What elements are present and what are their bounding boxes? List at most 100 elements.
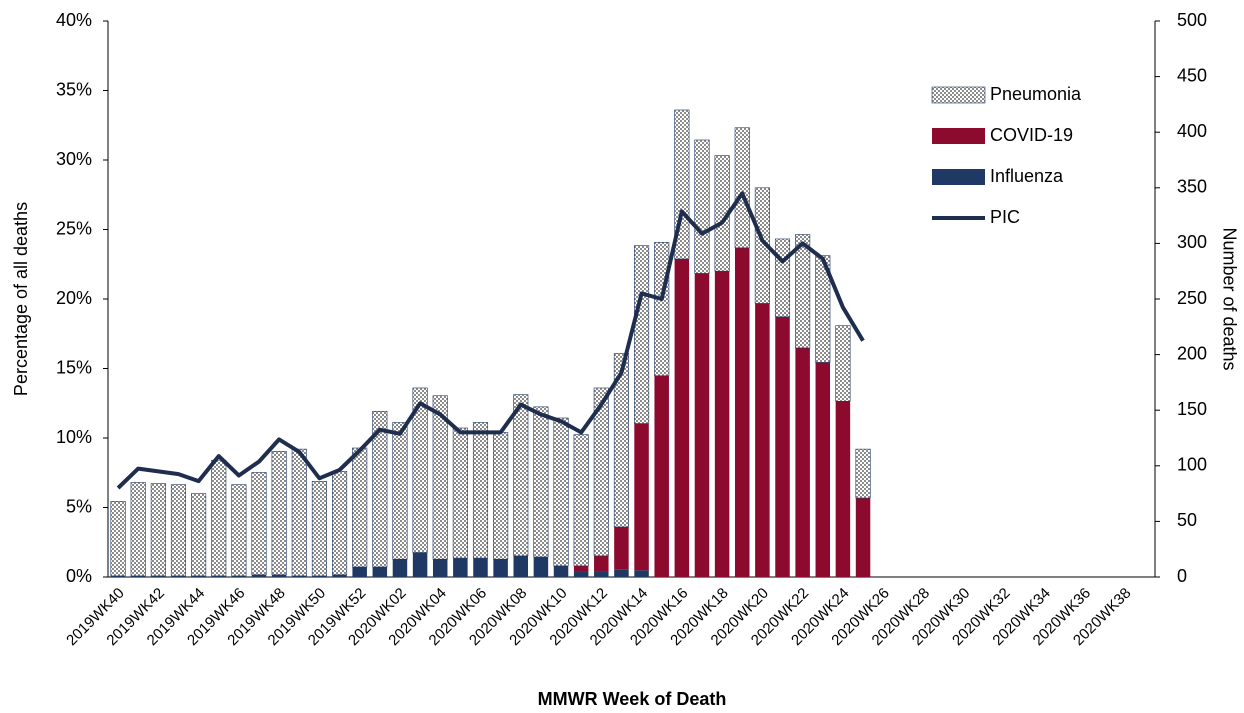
bar-segment — [594, 571, 609, 577]
bar-segment — [714, 271, 730, 577]
bar-segment — [775, 316, 790, 577]
y2-tick-label: 400 — [1177, 121, 1207, 141]
legend-swatch — [932, 128, 985, 144]
bar-segment — [312, 575, 327, 577]
bar-segment — [452, 427, 468, 559]
bar-segment — [130, 575, 146, 577]
bar-segment — [453, 558, 468, 577]
bar-segment — [654, 241, 670, 377]
bar-segment — [835, 325, 851, 402]
x-axis-title: MMWR Week of Death — [538, 689, 727, 709]
bar-segment — [815, 255, 831, 363]
y-axis-title: Percentage of all deaths — [11, 202, 31, 396]
bar-segment — [694, 139, 710, 274]
bar-segment — [412, 552, 428, 577]
bar-segment — [432, 395, 448, 560]
y-tick-label: 15% — [56, 357, 92, 377]
bar-segment — [171, 575, 186, 577]
y2-tick-label: 100 — [1177, 455, 1207, 475]
bar-segment — [734, 127, 750, 249]
bar-segment — [392, 559, 408, 577]
bar-segment — [634, 245, 650, 424]
bar-segment — [855, 498, 871, 577]
y-tick-label: 30% — [56, 149, 92, 169]
bar-segment — [755, 303, 770, 577]
bar-segment — [593, 387, 609, 557]
bar-segment — [331, 471, 348, 576]
bar-segment — [493, 559, 508, 577]
bar-segment — [110, 501, 126, 577]
bar-segment — [352, 566, 367, 577]
legend-swatch — [932, 169, 985, 185]
bar-segment — [614, 569, 629, 577]
bar-segment — [634, 423, 649, 571]
bar-segment — [332, 574, 347, 577]
bar-segment — [573, 434, 589, 567]
bar-segment — [855, 448, 871, 499]
bar-segment — [251, 472, 267, 576]
bar-segment — [432, 559, 448, 577]
y2-tick-label: 450 — [1177, 65, 1207, 85]
bar-segment — [130, 482, 146, 577]
bar-segment — [110, 575, 126, 577]
bar-segment — [191, 493, 207, 577]
y2-tick-label: 300 — [1177, 232, 1207, 252]
legend-label: PIC — [990, 207, 1020, 227]
bar-segment — [694, 273, 710, 577]
bar-segment — [513, 394, 529, 557]
bar-segment — [634, 570, 649, 577]
line-series — [116, 191, 865, 490]
bar-segment — [613, 353, 629, 528]
bar-segment — [553, 417, 569, 567]
bar-segment — [614, 526, 629, 570]
bar-segment — [513, 555, 529, 577]
bar-segment — [291, 448, 307, 577]
bar-segment — [412, 387, 428, 553]
y2-tick-label: 250 — [1177, 288, 1207, 308]
y2-axis-title: Number of deaths — [1219, 227, 1239, 370]
y-tick-label: 0% — [66, 566, 92, 586]
legend-label: Influenza — [990, 166, 1064, 186]
bar-segment — [372, 411, 388, 568]
bar-segment — [815, 362, 831, 577]
y2-tick-label: 50 — [1177, 510, 1197, 530]
bar-segment — [151, 575, 166, 577]
y2-tick-label: 200 — [1177, 343, 1207, 363]
bar-segment — [231, 484, 247, 577]
bar-segment — [573, 565, 589, 572]
bar-segment — [795, 234, 811, 349]
bar-segment — [352, 447, 368, 568]
bar-segment — [734, 247, 750, 577]
bar-segment — [654, 375, 669, 577]
bar-segment — [231, 575, 247, 577]
bar-segment — [150, 483, 166, 577]
legend-swatch — [931, 86, 986, 104]
y-tick-label: 20% — [56, 288, 92, 308]
y2-tick-label: 500 — [1177, 10, 1207, 30]
bar-segment — [191, 575, 206, 577]
y-tick-label: 40% — [56, 10, 92, 30]
bar-segment — [372, 566, 388, 577]
y-tick-label: 25% — [56, 218, 92, 238]
y2-tick-label: 0 — [1177, 566, 1187, 586]
bar-segment — [392, 422, 408, 560]
bar-segment — [553, 565, 569, 577]
bar-segment — [493, 432, 509, 560]
bar-segment — [211, 459, 227, 577]
bar-segment — [292, 575, 307, 577]
y2-tick-label: 350 — [1177, 177, 1207, 197]
bar-segment — [211, 575, 226, 577]
bar-segment — [533, 556, 549, 577]
bar-segment — [594, 555, 609, 572]
bar-segment — [533, 406, 549, 558]
legend-label: COVID-19 — [990, 125, 1073, 145]
bar-segment — [473, 558, 488, 577]
y-tick-label: 35% — [56, 79, 92, 99]
bar-segment — [271, 574, 287, 577]
bar-segment — [472, 422, 489, 559]
legend-label: Pneumonia — [990, 84, 1082, 104]
bar-segment — [774, 238, 791, 318]
bar-segment — [271, 451, 287, 576]
y-tick-label: 10% — [56, 427, 92, 447]
